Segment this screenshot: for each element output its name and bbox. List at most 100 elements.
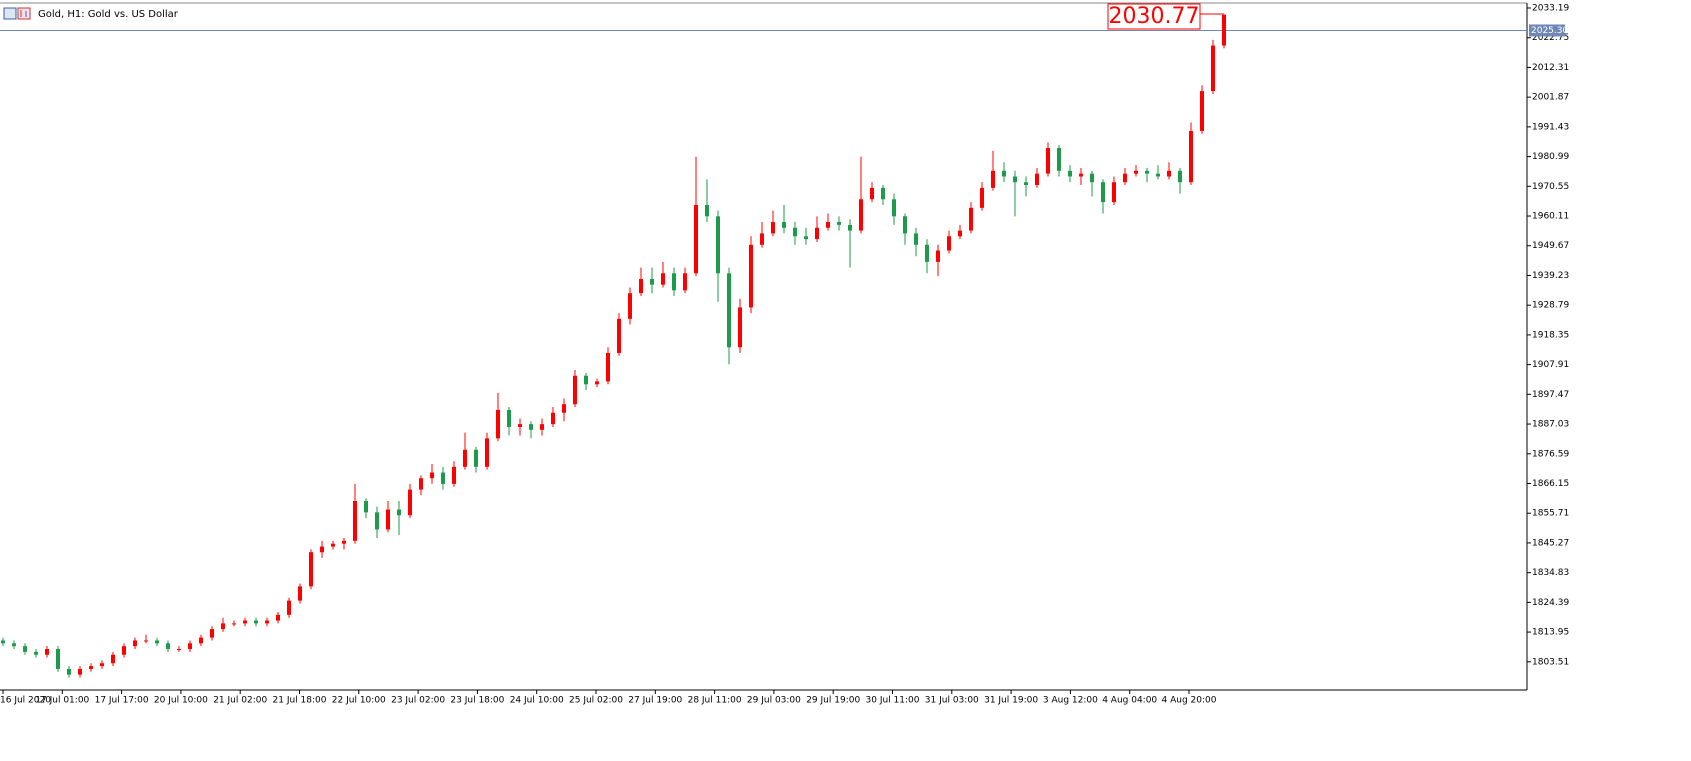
y-tick-label: 1907.91 (1532, 360, 1569, 370)
y-tick-label: 1939.23 (1532, 271, 1569, 281)
y-tick-label: 1876.59 (1532, 449, 1569, 459)
y-tick-label: 2012.31 (1532, 63, 1569, 73)
candle-body (584, 375, 588, 385)
x-tick-label: 25 Jul 02:00 (569, 696, 623, 706)
y-tick-label: 1960.11 (1532, 212, 1569, 222)
candle-body (958, 230, 962, 237)
candle-body (144, 640, 148, 642)
candle-body (1090, 173, 1094, 183)
candle-body (452, 466, 456, 484)
candle-body (1, 640, 5, 644)
candle-body (529, 424, 533, 430)
candle-body (1046, 148, 1050, 174)
candle-body (342, 540, 346, 544)
candle-body (78, 668, 82, 675)
candle-body (166, 643, 170, 650)
y-tick-label: 2022.75 (1532, 33, 1569, 43)
candle-body (1200, 91, 1204, 131)
y-tick-label: 1897.47 (1532, 390, 1569, 400)
candle-body (991, 170, 995, 188)
candle-body (804, 236, 808, 240)
candle-body (45, 649, 49, 655)
candle-body (188, 643, 192, 650)
candle-body (254, 620, 258, 624)
candle-body (1002, 170, 1006, 177)
y-tick-label: 1949.67 (1532, 241, 1569, 251)
candle-body (408, 489, 412, 516)
candle-body (111, 654, 115, 664)
x-tick-label: 27 Jul 19:00 (628, 696, 682, 706)
candle-body (628, 293, 632, 319)
candle-body (232, 623, 236, 625)
candle-body (34, 651, 38, 655)
candle-body (276, 614, 280, 621)
candle-body (287, 600, 291, 615)
x-tick-label: 20 Jul 10:00 (154, 696, 208, 706)
candle-body (969, 207, 973, 231)
x-tick-label: 29 Jul 03:00 (747, 696, 801, 706)
candle-body (1101, 182, 1105, 203)
candle-body (430, 472, 434, 479)
candle-body (760, 233, 764, 245)
x-tick-label: 22 Jul 10:00 (332, 696, 386, 706)
candle-body (1068, 170, 1072, 177)
candle-body (551, 412, 555, 425)
candle-body (903, 216, 907, 234)
y-tick-label: 2001.87 (1532, 93, 1569, 103)
last-price-box (1107, 3, 1201, 30)
x-tick-label: 21 Jul 18:00 (273, 696, 327, 706)
candle-body (859, 199, 863, 231)
candle-body (386, 509, 390, 530)
candle-body (419, 478, 423, 490)
y-tick-label: 1970.55 (1532, 182, 1569, 192)
chart-title: Gold, H1: Gold vs. US Dollar (38, 9, 179, 20)
candle-body (243, 620, 247, 624)
x-tick-label: 24 Jul 10:00 (510, 696, 564, 706)
candle-body (67, 668, 71, 675)
candle-body (265, 620, 269, 624)
y-tick-label: 1928.79 (1532, 301, 1569, 311)
candle-body (155, 640, 159, 644)
candle-body (221, 623, 225, 630)
candle-body (474, 449, 478, 467)
candle-body (1222, 14, 1226, 46)
candle-body (364, 500, 368, 513)
candle-body (331, 543, 335, 547)
candle-body (925, 244, 929, 262)
candle-body (837, 222, 841, 225)
candle-body (496, 409, 500, 439)
candle-body (1057, 148, 1061, 171)
candle-body (56, 649, 60, 669)
candle-body (815, 227, 819, 240)
candle-body (540, 424, 544, 430)
current-price-tag (1529, 24, 1565, 37)
candle-body (1145, 170, 1149, 174)
x-tick-label: 4 Aug 04:00 (1102, 696, 1157, 706)
candle-body (672, 273, 676, 291)
candle-body (914, 233, 918, 245)
x-tick-label: 31 Jul 19:00 (984, 696, 1038, 706)
current-price-label: 2025.30 (1531, 26, 1568, 36)
candle-body (892, 199, 896, 217)
candle-body (1134, 170, 1138, 174)
x-tick-label: 31 Jul 03:00 (925, 696, 979, 706)
candle-body (639, 278, 643, 294)
y-tick-label: 1813.95 (1532, 628, 1569, 638)
y-tick-label: 1918.35 (1532, 330, 1569, 340)
candle-body (375, 512, 379, 530)
candle-body (870, 187, 874, 200)
y-tick-label: 1980.99 (1532, 152, 1569, 162)
x-tick-label: 17 Jul 17:00 (95, 696, 149, 706)
candle-body (353, 500, 357, 541)
candle-body (507, 409, 511, 427)
candle-body (947, 236, 951, 251)
candle-body (716, 216, 720, 274)
candle-body (12, 643, 16, 647)
candle-body (782, 222, 786, 228)
candle-body (89, 666, 93, 669)
y-tick-label: 1834.83 (1532, 568, 1569, 578)
candle-body (397, 509, 401, 516)
candle-body (463, 449, 467, 467)
x-tick-label: 23 Jul 18:00 (450, 696, 504, 706)
y-tick-label: 2033.19 (1532, 4, 1569, 14)
